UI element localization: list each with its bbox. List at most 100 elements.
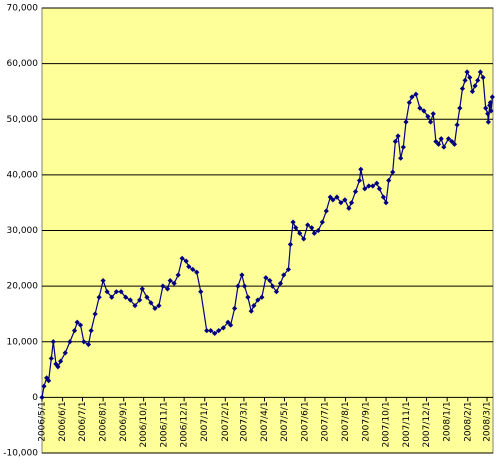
x-tick-label: 2007/6/1 bbox=[301, 401, 311, 441]
marker bbox=[285, 266, 292, 273]
marker bbox=[216, 328, 222, 334]
x-tick-label: 2006/9/1 bbox=[119, 401, 129, 441]
x-tick-label: 2007/1/1 bbox=[200, 401, 210, 441]
marker bbox=[338, 200, 344, 206]
marker bbox=[96, 294, 102, 300]
marker bbox=[190, 266, 196, 273]
marker bbox=[356, 177, 363, 184]
x-tick-label: 2006/11/1 bbox=[160, 401, 170, 447]
marker bbox=[477, 69, 483, 75]
marker bbox=[449, 138, 455, 145]
marker bbox=[451, 141, 458, 147]
marker bbox=[462, 77, 468, 83]
x-tick-label: 2006/5/1 bbox=[38, 401, 48, 441]
x-tick-label: 2007/12/1 bbox=[422, 401, 432, 447]
marker bbox=[81, 339, 87, 345]
x-tick-label: 2007/5/1 bbox=[280, 401, 290, 441]
marker bbox=[467, 74, 473, 81]
x-tick-label: 2007/7/1 bbox=[320, 401, 330, 441]
marker bbox=[104, 289, 110, 295]
marker bbox=[413, 91, 419, 97]
marker bbox=[62, 350, 68, 356]
marker bbox=[267, 277, 273, 284]
marker bbox=[400, 144, 406, 150]
x-tick-label: 2007/11/1 bbox=[402, 401, 412, 447]
marker bbox=[241, 283, 248, 289]
marker bbox=[409, 94, 415, 100]
marker bbox=[67, 339, 73, 345]
marker bbox=[109, 294, 115, 300]
marker bbox=[171, 280, 177, 286]
marker bbox=[454, 122, 460, 128]
marker bbox=[390, 169, 396, 175]
marker bbox=[472, 83, 478, 89]
x-tick-label: 2008/3/1 bbox=[483, 401, 493, 441]
marker bbox=[225, 319, 231, 325]
marker bbox=[228, 322, 234, 328]
marker bbox=[57, 358, 64, 364]
marker bbox=[435, 141, 442, 147]
marker bbox=[74, 319, 80, 325]
marker bbox=[204, 328, 210, 334]
marker bbox=[100, 277, 106, 284]
marker bbox=[245, 294, 251, 300]
marker bbox=[464, 69, 470, 75]
marker bbox=[118, 289, 124, 295]
marker bbox=[220, 325, 226, 331]
marker bbox=[156, 302, 162, 309]
marker bbox=[301, 236, 307, 242]
marker bbox=[251, 302, 257, 309]
marker bbox=[127, 297, 133, 303]
marker bbox=[132, 302, 138, 309]
marker bbox=[255, 297, 261, 303]
y-tick-label: 40,000 bbox=[7, 170, 39, 180]
marker bbox=[330, 197, 336, 203]
marker bbox=[305, 222, 311, 228]
marker bbox=[485, 111, 491, 117]
marker bbox=[315, 227, 321, 234]
marker bbox=[194, 269, 200, 275]
marker bbox=[198, 289, 204, 295]
y-tick-label: 30,000 bbox=[7, 226, 39, 236]
marker bbox=[148, 300, 154, 306]
marker bbox=[374, 180, 380, 186]
marker bbox=[362, 186, 368, 192]
marker bbox=[483, 105, 489, 111]
y-tick-label: 70,000 bbox=[7, 4, 39, 14]
marker bbox=[309, 225, 315, 231]
marker bbox=[77, 322, 84, 328]
marker bbox=[421, 108, 427, 114]
marker bbox=[293, 225, 299, 231]
marker bbox=[186, 264, 192, 270]
marker bbox=[395, 133, 401, 139]
marker bbox=[164, 286, 171, 292]
marker bbox=[277, 280, 284, 286]
marker bbox=[263, 275, 269, 281]
marker bbox=[287, 241, 294, 248]
marker bbox=[41, 383, 47, 389]
x-tick-label: 2006/10/1 bbox=[139, 401, 149, 447]
marker bbox=[160, 283, 166, 289]
marker bbox=[281, 272, 287, 278]
marker bbox=[457, 105, 463, 111]
x-tick-label: 2006/12/1 bbox=[180, 401, 190, 447]
x-tick-label: 2006/8/1 bbox=[99, 401, 109, 441]
marker bbox=[398, 155, 404, 161]
x-tick-label: 2007/10/1 bbox=[382, 401, 392, 447]
marker bbox=[441, 144, 447, 150]
marker bbox=[480, 74, 486, 81]
marker bbox=[290, 219, 296, 225]
marker bbox=[370, 183, 376, 189]
y-tick-label: -10,000 bbox=[3, 449, 38, 459]
marker bbox=[358, 166, 364, 172]
y-tick-label: 20,000 bbox=[7, 282, 39, 292]
marker bbox=[425, 113, 431, 120]
marker bbox=[417, 105, 423, 111]
marker bbox=[179, 255, 185, 261]
marker bbox=[406, 99, 412, 106]
marker bbox=[39, 394, 45, 400]
marker bbox=[137, 297, 143, 303]
marker bbox=[430, 111, 436, 117]
marker bbox=[380, 194, 387, 200]
